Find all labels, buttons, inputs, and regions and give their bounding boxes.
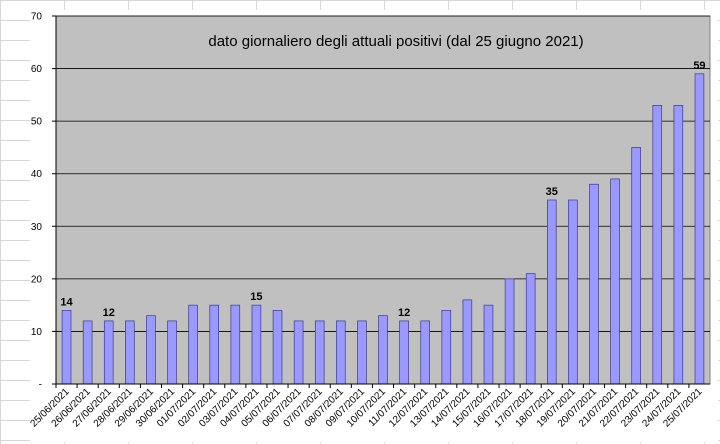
data-labels: 14 12 15 12 35 59 xyxy=(60,60,705,319)
y-tick-label: 10 xyxy=(31,327,43,338)
bar xyxy=(525,273,536,385)
bar xyxy=(568,199,578,385)
data-label: 35 xyxy=(546,186,558,198)
bar xyxy=(188,304,198,385)
bar xyxy=(546,199,557,385)
chart-title: dato giornaliero degli attuali positivi … xyxy=(208,33,583,50)
bar xyxy=(167,320,177,385)
data-label: 12 xyxy=(398,307,410,319)
bar xyxy=(694,73,705,385)
data-label: 14 xyxy=(60,296,73,308)
data-label: 15 xyxy=(250,291,262,303)
bar xyxy=(589,183,599,385)
y-tick-label: 30 xyxy=(31,222,43,233)
bar xyxy=(209,304,220,385)
y-tick-label: 70 xyxy=(31,12,43,23)
y-tick-label: 50 xyxy=(31,117,43,128)
bar xyxy=(399,320,409,385)
bar xyxy=(251,304,262,385)
bar xyxy=(631,147,641,385)
bar xyxy=(336,320,346,385)
bar xyxy=(504,278,515,385)
bar xyxy=(420,320,430,385)
bar xyxy=(314,320,325,385)
y-tick-label: 60 xyxy=(31,64,43,75)
gridlines xyxy=(56,15,710,332)
bar xyxy=(125,320,135,385)
bar xyxy=(146,315,156,385)
bar xyxy=(272,310,283,385)
y-axis-ticks: - 10 20 30 40 50 60 70 xyxy=(31,12,56,391)
bar xyxy=(673,105,684,385)
data-label: 59 xyxy=(693,60,705,72)
bar xyxy=(293,320,304,385)
y-tick-label: 40 xyxy=(31,169,43,180)
data-label: 12 xyxy=(103,307,115,319)
bar xyxy=(462,299,473,385)
bar xyxy=(378,315,388,385)
bar xyxy=(230,304,241,385)
bar xyxy=(483,304,494,385)
bar xyxy=(610,178,620,385)
bar xyxy=(82,320,93,385)
bar xyxy=(61,310,72,385)
y-tick-label: - xyxy=(39,380,42,391)
bar xyxy=(357,320,367,385)
bar xyxy=(652,105,663,385)
y-tick-label: 20 xyxy=(31,274,43,285)
bar xyxy=(441,310,452,385)
bar xyxy=(103,320,114,385)
